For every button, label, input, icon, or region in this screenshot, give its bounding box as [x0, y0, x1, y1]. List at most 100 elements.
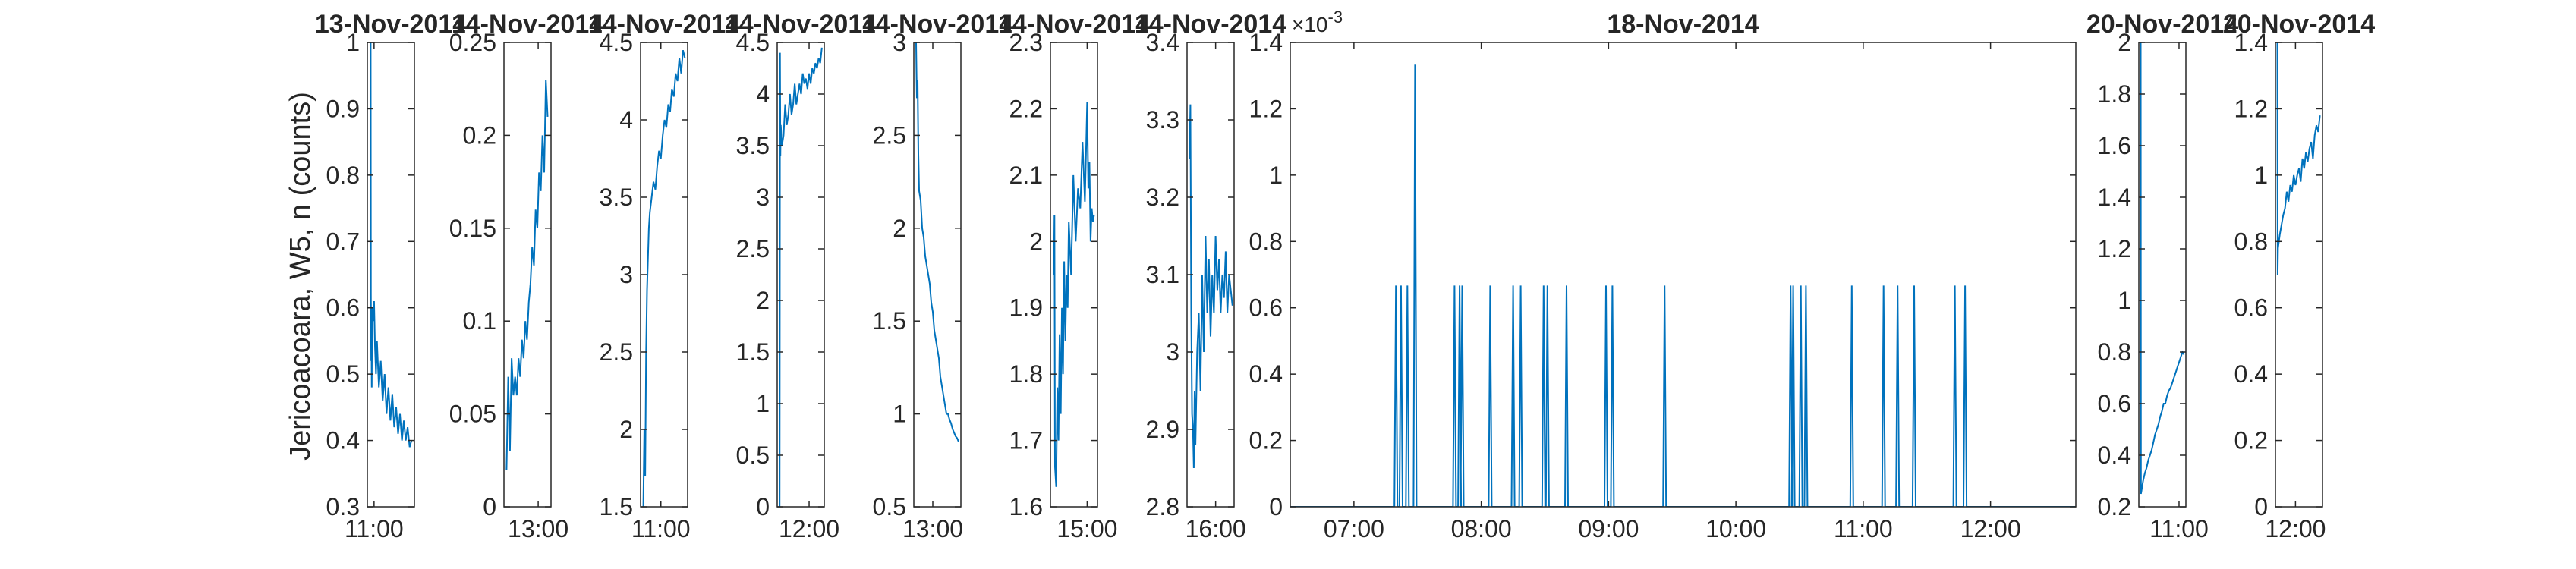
panel-6-ytick-label: 1.9	[1009, 294, 1043, 322]
panel-8-y-exponent: ×10-3	[1292, 8, 1343, 36]
panel-4-ytick-label: 3.5	[736, 132, 770, 159]
panel-9-ytick-label: 1	[2118, 287, 2131, 314]
panel-8: 0 0.2 0.4 0.6 0.8 1 1.2 1.4 07:00 08:00 09:00 10:00…	[1249, 8, 2077, 542]
panel-1: 0.3 0.4 0.5 0.6 0.7 0.8 0.9 1 11:00 13-Nov-2014	[315, 10, 467, 542]
panel-4-ytick-label: 1.5	[736, 338, 770, 366]
panel-10-axes-box	[2275, 42, 2323, 508]
panel-2-ytick-label: 0.25	[449, 29, 496, 56]
panel-4-series-line	[779, 47, 823, 507]
panel-4-ytick-label: 4.5	[736, 29, 770, 56]
panel-1-ytick-label: 0.9	[326, 95, 360, 122]
panel-9-ytick-label: 0.8	[2098, 338, 2131, 366]
panel-3-ytick-label: 4	[619, 106, 633, 134]
panel-7-ytick-label: 3.3	[1146, 106, 1179, 134]
panels: 0.3 0.4 0.5 0.6 0.7 0.8 0.9 1 11:00 13-Nov-2014 0 0…	[315, 8, 2375, 542]
panel-4-ytick-label: 2	[756, 287, 770, 314]
panel-2-ytick-label: 0.15	[449, 215, 496, 242]
panel-1-ytick-label: 1	[346, 29, 360, 56]
panel-10: 0 0.2 0.4 0.6 0.8 1 1.2 1.4 12:00 20-Nov-2014	[2223, 10, 2375, 542]
panel-10-ytick-label: 0.8	[2234, 228, 2268, 255]
panel-5-axes-box	[913, 42, 962, 508]
panel-9-title: 20-Nov-2014	[2086, 10, 2238, 39]
panel-4-ytick-label: 3	[756, 184, 770, 211]
panel-3-ytick-label: 3	[619, 261, 633, 288]
panel-1-xtick-label: 11:00	[345, 515, 404, 542]
panel-7-xtick-label: 16:00	[1186, 515, 1246, 542]
panel-6-series-line	[1053, 102, 1095, 487]
panel-6-ytick-label: 1.8	[1009, 360, 1043, 388]
panel-4-title: 14-Nov-2014	[725, 10, 877, 39]
panel-4-ytick-label: 1	[756, 390, 770, 417]
panel-1-ytick-label: 0.6	[326, 294, 360, 322]
panel-6-axes-box	[1050, 42, 1098, 508]
panel-8-xtick-label: 07:00	[1324, 515, 1384, 542]
panel-8-xtick-label: 12:00	[1960, 515, 2021, 542]
panel-3-ytick-label: 4.5	[600, 29, 633, 56]
panel-9-ytick-label: 0.2	[2098, 493, 2131, 520]
panel-4-ytick-label: 0.5	[736, 442, 770, 469]
panel-9-ytick-label: 2	[2118, 29, 2131, 56]
panel-8-ytick-label: 0.4	[1249, 360, 1283, 388]
panel-2-ytick-label: 0.05	[449, 401, 496, 428]
panel-1-ytick-label: 0.4	[326, 427, 360, 454]
panel-1-ytick-label: 0.3	[326, 493, 360, 520]
panel-5-ytick-label: 0.5	[873, 493, 906, 520]
panel-9-axes-box	[2138, 42, 2187, 508]
panel-2: 0 0.05 0.1 0.15 0.2 0.25 13:00 14-Nov-2014	[449, 10, 604, 542]
panel-4-ytick-label: 2.5	[736, 235, 770, 262]
panel-10-ytick-label: 0.6	[2234, 294, 2268, 322]
panel-2-xtick-label: 13:00	[508, 515, 568, 542]
panel-9-ytick-label: 0.4	[2098, 442, 2131, 469]
panel-1-series-line	[370, 42, 413, 448]
panel-10-title: 20-Nov-2014	[2223, 10, 2375, 39]
panel-7-ytick-label: 3.2	[1146, 184, 1179, 211]
panel-9-ytick-label: 1.6	[2098, 132, 2131, 159]
panel-6-ytick-label: 2.3	[1009, 29, 1043, 56]
panel-9-xtick-label: 11:00	[2149, 515, 2209, 542]
panel-2-series-line	[505, 79, 549, 470]
panel-10-ytick-label: 0.2	[2234, 427, 2268, 454]
panel-3-ytick-label: 2	[619, 416, 633, 443]
panel-6: 1.6 1.7 1.8 1.9 2 2.1 2.2 2.3 15:00 14-Nov-2014	[998, 10, 1150, 542]
panel-8-ytick-label: 1	[1269, 162, 1283, 189]
panel-6-ytick-label: 1.6	[1009, 493, 1043, 520]
panel-5: 0.5 1 1.5 2 2.5 3 13:00 14-Nov-2014	[861, 10, 1013, 542]
panel-1-ytick-label: 0.7	[326, 228, 360, 255]
panel-2-ytick-label: 0.2	[463, 121, 496, 149]
panel-1-title: 13-Nov-2014	[315, 10, 467, 39]
panel-10-ytick-label: 0	[2254, 493, 2268, 520]
panel-7-title: 14-Nov-2014	[1135, 10, 1286, 39]
panel-8-axes-box	[1290, 42, 2077, 508]
panel-3-xtick-label: 11:00	[631, 515, 691, 542]
panel-5-ytick-label: 3	[893, 29, 906, 56]
panel-3-series-line	[642, 49, 686, 507]
panel-1-axes-box	[367, 42, 415, 508]
panel-7: 2.8 2.9 3 3.1 3.2 3.3 3.4 16:00 14-Nov-2014	[1135, 10, 1286, 542]
panel-7-series-line	[1189, 104, 1233, 469]
panel-6-ytick-label: 2	[1029, 228, 1043, 255]
panel-7-ytick-label: 3	[1166, 338, 1179, 366]
panel-6-ytick-label: 1.7	[1009, 427, 1043, 454]
panel-2-axes-box	[503, 42, 552, 508]
panel-10-ytick-label: 1	[2254, 162, 2268, 189]
panel-8-xtick-label: 08:00	[1451, 515, 1512, 542]
panel-8-xtick-label: 09:00	[1578, 515, 1639, 542]
panel-8-y-exponent-power: -3	[1328, 8, 1343, 27]
panel-8-ytick-label: 0.6	[1249, 294, 1283, 322]
panel-2-title: 14-Nov-2014	[452, 10, 603, 39]
panel-7-ytick-label: 3.4	[1146, 29, 1179, 56]
y-axis-title: Jericoacoara, W5, n (counts)	[285, 92, 316, 461]
panel-4-ytick-label: 0	[756, 493, 770, 520]
panel-5-ytick-label: 1	[893, 401, 906, 428]
panel-3: 1.5 2 2.5 3 3.5 4 4.5 11:00 14-Nov-2014	[588, 10, 740, 542]
panel-8-series-line	[1290, 64, 2076, 507]
panel-6-ytick-label: 2.2	[1009, 95, 1043, 122]
panel-3-ytick-label: 1.5	[600, 493, 633, 520]
panel-10-ytick-label: 1.2	[2234, 95, 2268, 122]
panel-8-xtick-label: 11:00	[1834, 515, 1893, 542]
panel-6-xtick-label: 15:00	[1057, 515, 1117, 542]
panel-2-ytick-label: 0.1	[463, 307, 496, 335]
panel-5-ytick-label: 1.5	[873, 307, 906, 335]
panel-7-ytick-label: 2.9	[1146, 416, 1179, 443]
panel-4-xtick-label: 12:00	[779, 515, 839, 542]
